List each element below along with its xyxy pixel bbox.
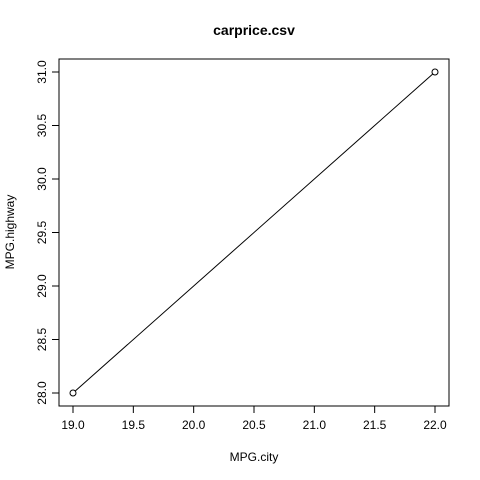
y-axis-label: MPG.highway (3, 195, 17, 270)
y-tick-label: 29.5 (35, 220, 49, 244)
x-tick-label: 20.5 (242, 418, 266, 432)
x-tick-label: 19.0 (61, 418, 85, 432)
y-tick-label: 28.0 (35, 381, 49, 405)
series-layer (69, 68, 439, 397)
chart-title: carprice.csv (213, 22, 295, 38)
data-point (431, 68, 439, 76)
x-axis-label: MPG.city (230, 450, 279, 464)
y-tick-label: 30.5 (35, 113, 49, 137)
data-point (69, 389, 77, 397)
x-tick-label: 20.0 (182, 418, 206, 432)
series-line (72, 71, 436, 394)
y-tick-label: 30.0 (35, 167, 49, 191)
x-tick-label: 22.0 (423, 418, 447, 432)
x-tick-label: 21.0 (303, 418, 327, 432)
y-tick-label: 31.0 (35, 60, 49, 84)
x-tick-label: 21.5 (363, 418, 387, 432)
y-tick-label: 29.0 (35, 274, 49, 298)
y-tick-label: 28.5 (35, 327, 49, 351)
y-axis-ticks: 28.0 28.5 29.0 29.5 30.0 30.5 31.0 (35, 60, 60, 405)
x-tick-label: 19.5 (122, 418, 146, 432)
x-axis-ticks: 19.0 19.5 20.0 20.5 21.0 21.5 22.0 (61, 405, 447, 432)
